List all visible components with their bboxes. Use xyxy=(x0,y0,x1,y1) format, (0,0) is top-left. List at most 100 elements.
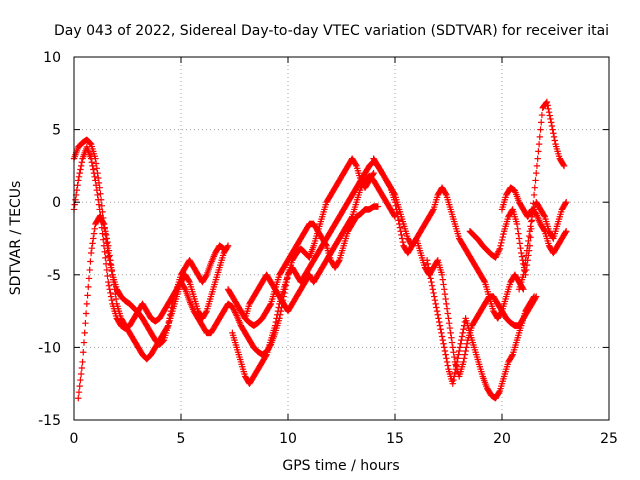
series-arc-12 xyxy=(498,184,570,257)
data-point xyxy=(444,362,451,369)
data-point xyxy=(530,293,538,300)
data-point xyxy=(110,281,118,288)
data-point xyxy=(429,207,437,214)
data-point xyxy=(452,365,459,373)
data-point xyxy=(428,282,436,289)
data-point xyxy=(451,373,458,380)
data-point xyxy=(77,376,84,384)
data-point xyxy=(492,254,499,261)
data-point xyxy=(92,160,100,167)
x-tick-label: 5 xyxy=(177,431,186,447)
data-point xyxy=(105,247,113,254)
data-point xyxy=(386,183,394,190)
data-point xyxy=(538,111,546,119)
y-axis-label: SDTVAR / TECUs xyxy=(8,181,24,296)
data-point xyxy=(522,257,529,264)
data-point xyxy=(428,278,435,286)
data-point xyxy=(111,286,118,293)
x-tick-label: 10 xyxy=(279,431,297,447)
data-point xyxy=(451,353,458,361)
data-point xyxy=(80,339,88,346)
data-point xyxy=(431,297,439,304)
y-tick-label: 0 xyxy=(52,195,61,211)
data-point xyxy=(497,242,504,249)
data-point xyxy=(89,162,96,170)
data-point xyxy=(185,277,193,285)
data-point xyxy=(540,212,548,219)
data-point xyxy=(73,186,81,194)
data-point xyxy=(515,230,522,237)
data-point xyxy=(391,199,399,206)
data-point xyxy=(98,202,106,210)
chart-title: Day 043 of 2022, Sidereal Day-to-day VTE… xyxy=(54,23,609,39)
data-point xyxy=(93,186,101,194)
data-point xyxy=(524,242,531,249)
data-point xyxy=(449,344,456,351)
data-point xyxy=(433,307,441,315)
data-point xyxy=(498,236,506,244)
data-point xyxy=(102,228,109,235)
data-point xyxy=(370,169,377,177)
data-point xyxy=(550,130,557,137)
data-point xyxy=(448,334,455,341)
data-point xyxy=(224,243,231,251)
x-tick-label: 0 xyxy=(70,431,79,447)
data-point xyxy=(412,236,419,243)
data-point xyxy=(438,329,445,337)
data-point xyxy=(112,295,120,303)
data-point xyxy=(532,177,539,184)
data-point xyxy=(459,329,466,337)
series-arc-4 xyxy=(220,155,377,358)
data-point xyxy=(392,202,399,210)
data-point xyxy=(107,289,114,297)
data-point xyxy=(480,277,488,285)
data-point xyxy=(87,258,94,265)
data-point xyxy=(453,362,460,369)
data-point xyxy=(435,315,442,322)
data-point xyxy=(443,305,451,312)
data-point xyxy=(525,232,533,240)
data-point xyxy=(109,271,116,278)
data-point xyxy=(104,238,111,246)
data-point xyxy=(397,228,404,235)
data-point xyxy=(436,322,444,329)
data-point xyxy=(396,224,404,231)
data-point xyxy=(107,257,114,264)
data-point xyxy=(100,219,107,226)
data-point xyxy=(105,242,112,249)
data-point xyxy=(442,295,449,303)
data-point xyxy=(545,105,552,112)
data-point xyxy=(395,217,402,224)
y-tick-label: -5 xyxy=(47,268,61,284)
data-point xyxy=(273,315,280,322)
data-point xyxy=(80,349,87,356)
data-point xyxy=(446,320,453,327)
data-point xyxy=(374,203,382,210)
plot-frame xyxy=(73,56,610,421)
data-point xyxy=(93,165,101,172)
data-point xyxy=(454,355,461,362)
data-point xyxy=(102,260,110,268)
data-point xyxy=(544,102,551,109)
data-point xyxy=(537,126,544,133)
data-point xyxy=(521,267,529,275)
data-point xyxy=(396,220,403,228)
data-point xyxy=(110,276,117,283)
data-point xyxy=(527,234,534,241)
data-point xyxy=(518,253,526,260)
data-point xyxy=(232,309,239,316)
data-point xyxy=(424,260,432,268)
data-point xyxy=(536,133,544,141)
data-point xyxy=(92,182,100,189)
data-point xyxy=(95,196,102,203)
data-point xyxy=(90,230,98,237)
data-point xyxy=(495,388,503,396)
series-arc-3 xyxy=(75,213,232,402)
data-point xyxy=(262,352,270,360)
data-point xyxy=(551,137,558,144)
series-arc-5 xyxy=(229,158,386,387)
data-point xyxy=(443,358,451,366)
data-point xyxy=(508,352,516,360)
data-point xyxy=(393,209,401,217)
data-point xyxy=(463,344,470,351)
